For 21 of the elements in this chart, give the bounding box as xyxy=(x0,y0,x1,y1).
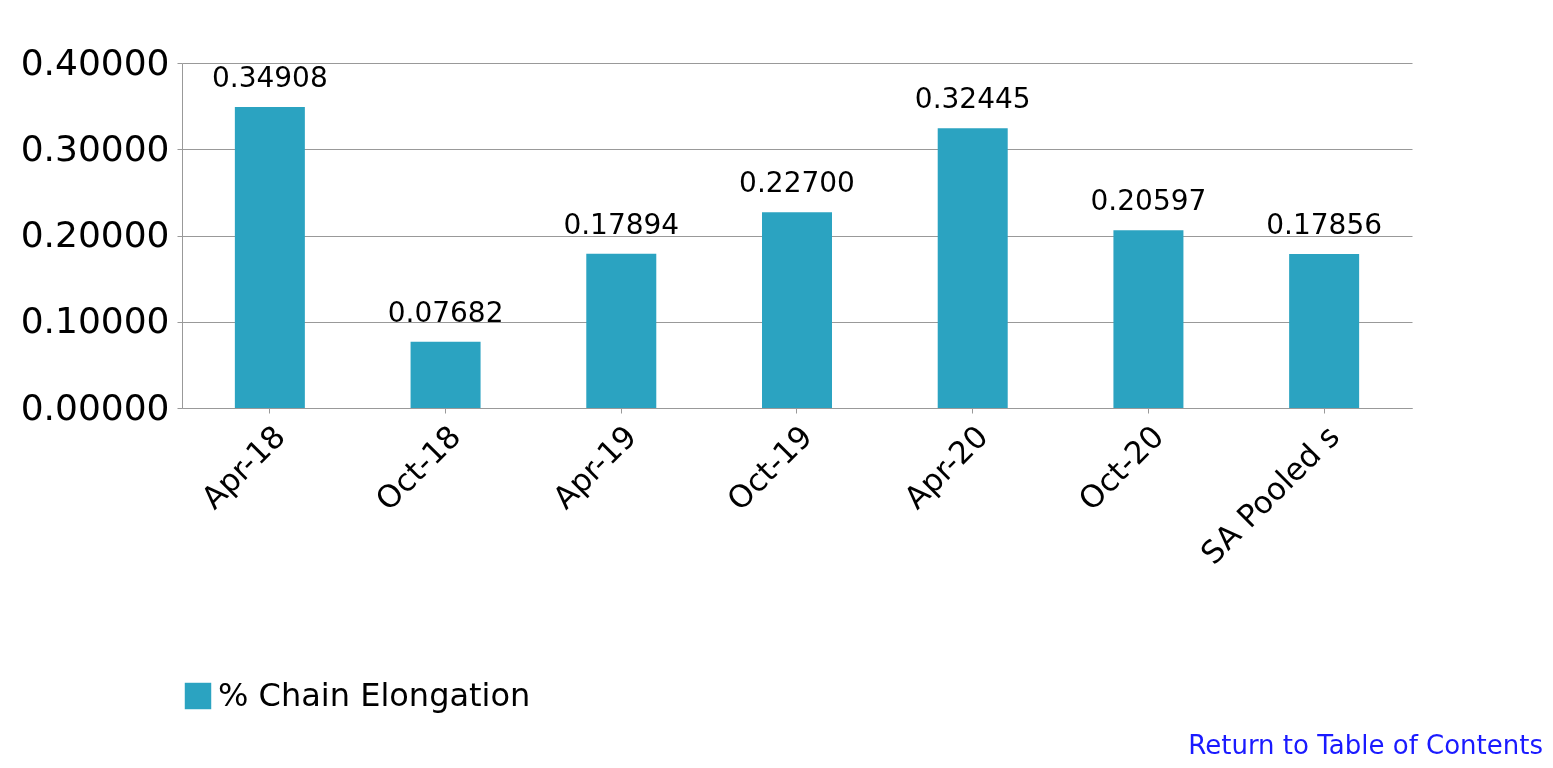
y-tick-label: 0.20000 xyxy=(20,214,170,255)
data-label: 0.22700 xyxy=(739,166,855,200)
data-label: 0.17856 xyxy=(1266,207,1383,241)
y-tick-label: 0.00000 xyxy=(20,386,170,428)
data-label: 0.07682 xyxy=(387,295,504,329)
bar xyxy=(1289,253,1360,408)
bar xyxy=(586,253,657,408)
bar xyxy=(234,106,305,408)
data-label: 0.20597 xyxy=(1090,184,1207,218)
bar xyxy=(410,341,481,408)
data-label: 0.34908 xyxy=(211,60,328,94)
text: Return to Table of Contents xyxy=(1188,730,1543,760)
bar xyxy=(762,212,832,408)
y-tick-label: 0.30000 xyxy=(20,127,170,169)
y-tick-label: 0.40000 xyxy=(20,41,170,83)
y-tick-label: 0.10000 xyxy=(20,300,170,342)
bar xyxy=(1113,230,1184,408)
legend-label: % Chain Elongation xyxy=(218,676,531,714)
data-label: 0.17894 xyxy=(563,207,680,241)
bar xyxy=(937,128,1008,408)
data-label: 0.32445 xyxy=(914,82,1031,116)
